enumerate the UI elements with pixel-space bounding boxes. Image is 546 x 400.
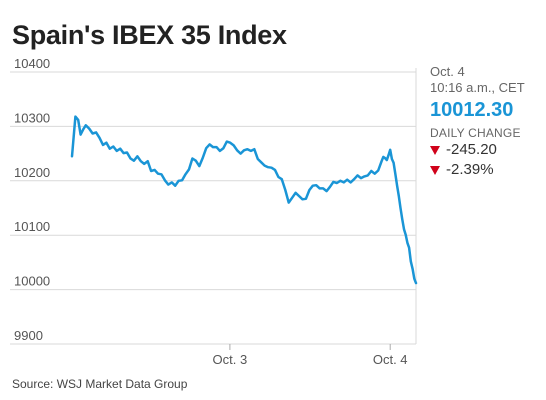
y-tick-label: 10400 [14,56,50,71]
change-points: -245.20 [446,141,497,158]
source-note: Source: WSJ Market Data Group [12,377,188,391]
y-axis-tick-labels: 10400 10300 10200 10100 10000 9900 [14,56,50,343]
y-tick-label: 10300 [14,110,50,125]
y-tick-label: 10200 [14,165,50,180]
change-percent-row: -2.39% [430,160,546,180]
down-triangle-icon [430,165,440,175]
x-axis-ticks: Oct. 3 Oct. 4 [213,344,408,367]
x-tick-label: Oct. 4 [373,352,408,367]
y-tick-label: 9900 [14,328,43,343]
chart-title: Spain's IBEX 35 Index [12,20,287,50]
series-line [70,115,418,285]
quote-panel: Oct. 4 10:16 a.m., CET 10012.30 DAILY CH… [430,64,546,180]
down-triangle-icon [430,145,440,155]
quote-value: 10012.30 [430,99,514,121]
grid-lines [10,68,417,345]
y-tick-label: 10100 [14,219,50,234]
x-tick-label: Oct. 3 [213,352,248,367]
quote-date: Oct. 4 [430,64,465,79]
y-tick-label: 10000 [14,274,50,289]
change-percent: -2.39% [446,161,494,178]
quote-time: 10:16 a.m., CET [430,80,525,95]
daily-change-label: DAILY CHANGE [430,126,521,140]
change-points-row: -245.20 [430,140,546,160]
